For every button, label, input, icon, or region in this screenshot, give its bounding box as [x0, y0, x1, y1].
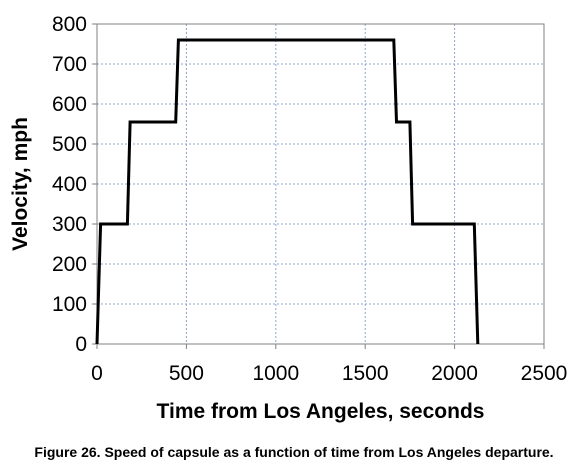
figure-caption: Figure 26. Speed of capsule as a functio…: [34, 444, 554, 460]
y-tick-label: 200: [52, 253, 87, 276]
x-tick-label: 1000: [252, 362, 299, 385]
y-tick-label: 300: [52, 213, 87, 236]
y-tick-label: 800: [52, 13, 87, 36]
y-axis-title: Velocity, mph: [9, 117, 32, 251]
x-tick-label: 2000: [431, 362, 478, 385]
x-tick-label: 500: [169, 362, 204, 385]
y-tick-label: 400: [52, 173, 87, 196]
y-tick-label: 600: [52, 93, 87, 116]
velocity-chart: 0 100 200 300 400 500 600 700 800 0 500 1000 1500 20…: [9, 13, 567, 423]
y-tick-label: 100: [52, 293, 87, 316]
x-tick-label: 0: [91, 362, 103, 385]
y-axis-ticks: 0 100 200 300 400 500 600 700 800: [52, 13, 97, 356]
y-tick-label: 700: [52, 53, 87, 76]
y-tick-label: 500: [52, 133, 87, 156]
y-tick-label: 0: [75, 333, 87, 356]
x-tick-label: 2500: [521, 362, 568, 385]
x-tick-label: 1500: [342, 362, 389, 385]
x-axis-ticks: 0 500 1000 1500 2000 2500: [91, 344, 567, 385]
velocity-series-line: [95, 38, 480, 345]
x-axis-title: Time from Los Angeles, seconds: [157, 400, 485, 423]
